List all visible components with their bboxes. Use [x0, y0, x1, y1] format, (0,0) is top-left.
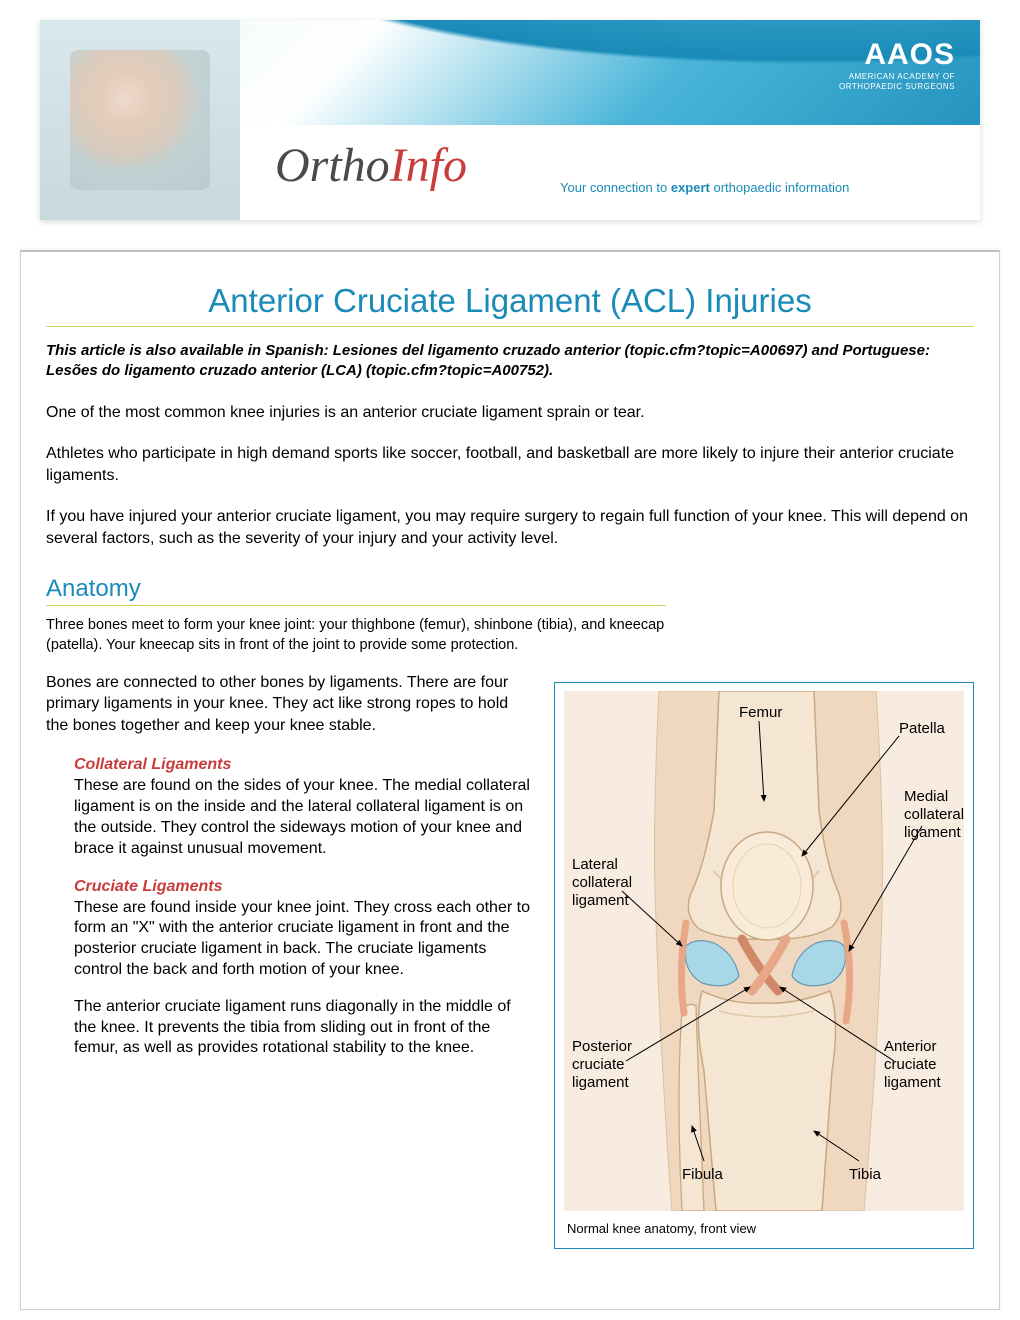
anatomy-intro: Three bones meet to form your knee joint… [46, 616, 676, 655]
knee-figure: Femur Patella Medial collateral ligament… [554, 682, 974, 1249]
svg-text:Posterior: Posterior [572, 1038, 632, 1055]
tagline: Your connection to expert orthopaedic in… [560, 180, 849, 195]
label-femur: Femur [739, 704, 782, 721]
article-title: Anterior Cruciate Ligament (ACL) Injurie… [46, 282, 974, 327]
svg-text:collateral: collateral [904, 806, 964, 823]
acl-body: The anterior cruciate ligament runs diag… [74, 997, 530, 1059]
svg-text:ligament: ligament [572, 892, 630, 909]
left-column: Bones are connected to other bones by li… [46, 672, 530, 1060]
svg-text:Anterior: Anterior [884, 1038, 937, 1055]
svg-text:ligament: ligament [884, 1074, 942, 1091]
brand-ortho: Ortho [275, 139, 390, 192]
two-column-layout: Bones are connected to other bones by li… [46, 672, 974, 1249]
label-patella: Patella [899, 720, 946, 737]
brand: OrthoInfo [275, 138, 467, 193]
label-fibula: Fibula [682, 1166, 724, 1183]
svg-text:collateral: collateral [572, 874, 632, 891]
svg-text:ligament: ligament [572, 1074, 630, 1091]
intro-para-3: If you have injured your anterior crucia… [46, 506, 974, 549]
label-tibia: Tibia [849, 1166, 882, 1183]
cruciate-heading: Cruciate Ligaments [74, 878, 530, 896]
tagline-pre: Your connection to [560, 180, 671, 195]
aaos-sub1: AMERICAN ACADEMY OF [839, 72, 955, 82]
svg-text:Lateral: Lateral [572, 856, 618, 873]
banner-photo [40, 20, 240, 220]
anatomy-para-2: Bones are connected to other bones by li… [46, 672, 530, 737]
aaos-text: AAOS [839, 38, 955, 72]
language-note: This article is also available in Spanis… [46, 341, 974, 382]
tagline-bold: expert [671, 180, 710, 195]
header-banner: AAOS AMERICAN ACADEMY OF ORTHOPAEDIC SUR… [40, 20, 980, 220]
figure-caption: Normal knee anatomy, front view [567, 1221, 961, 1236]
label-mcl-1: Medial [904, 788, 948, 805]
knee-anatomy-diagram: Femur Patella Medial collateral ligament… [563, 691, 965, 1211]
tagline-post: orthopaedic information [710, 180, 849, 195]
intro-para-1: One of the most common knee injuries is … [46, 402, 974, 424]
cruciate-body: These are found inside your knee joint. … [74, 898, 530, 981]
svg-text:cruciate: cruciate [572, 1056, 625, 1073]
intro-para-2: Athletes who participate in high demand … [46, 443, 974, 486]
section-anatomy-heading: Anatomy [46, 575, 666, 606]
brand-info: Info [390, 139, 467, 192]
collateral-heading: Collateral Ligaments [74, 756, 530, 774]
right-column: Femur Patella Medial collateral ligament… [554, 672, 974, 1249]
aaos-sub2: ORTHOPAEDIC SURGEONS [839, 82, 955, 92]
aaos-logo: AAOS AMERICAN ACADEMY OF ORTHOPAEDIC SUR… [839, 38, 955, 91]
collateral-body: These are found on the sides of your kne… [74, 776, 530, 859]
article-content: Anterior Cruciate Ligament (ACL) Injurie… [20, 250, 1000, 1310]
svg-text:cruciate: cruciate [884, 1056, 937, 1073]
svg-text:ligament: ligament [904, 824, 962, 841]
